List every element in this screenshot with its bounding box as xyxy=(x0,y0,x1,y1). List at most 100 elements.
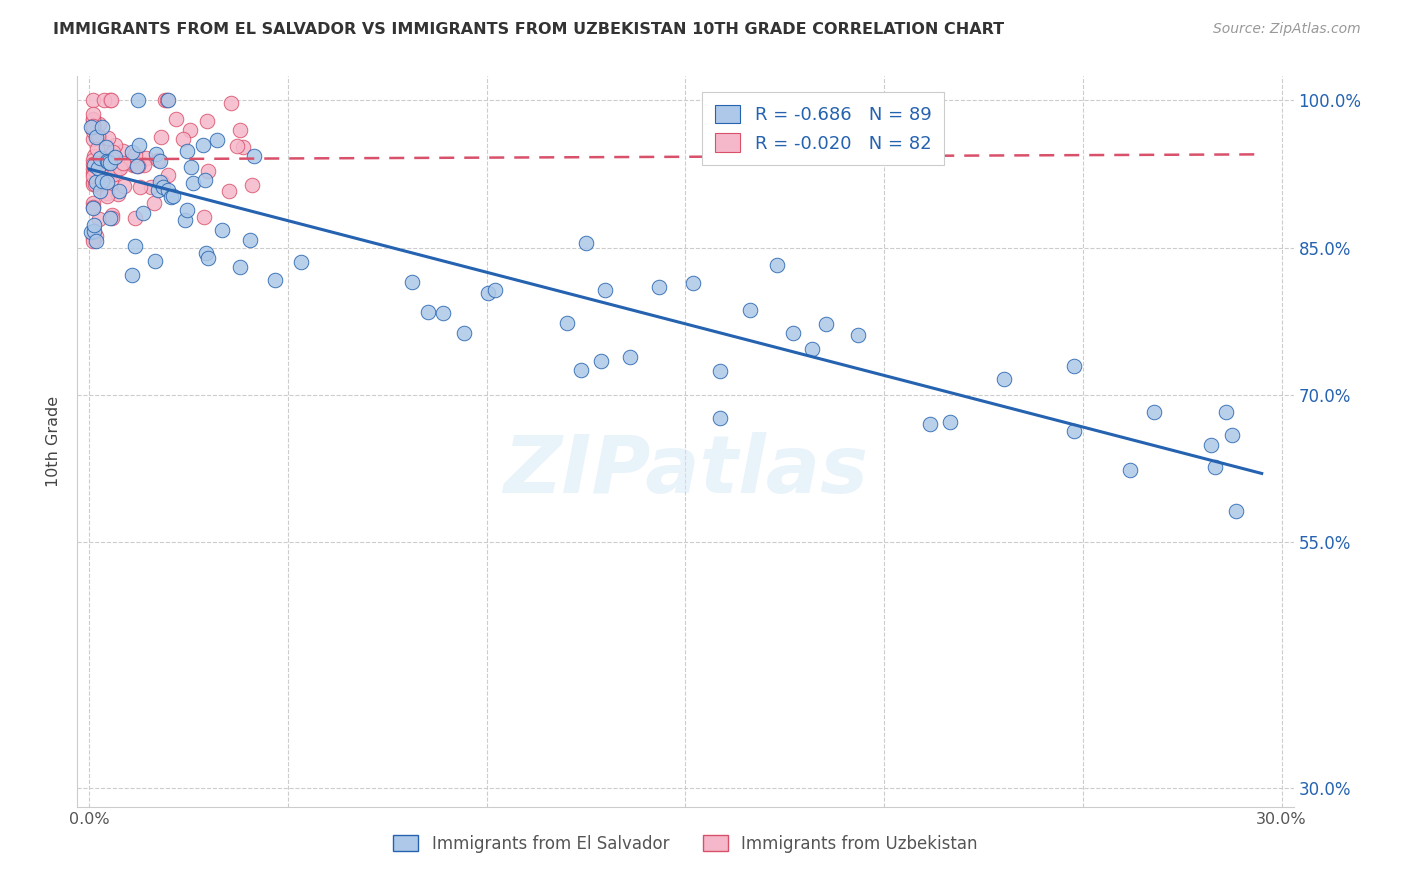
Point xyxy=(1215,405,1237,419)
Point xyxy=(82,231,104,245)
Point xyxy=(83,149,105,163)
Point xyxy=(135,151,157,165)
Point xyxy=(149,175,172,189)
Point xyxy=(82,157,104,171)
Point xyxy=(82,113,104,128)
Point xyxy=(709,410,731,425)
Point xyxy=(191,137,214,152)
Point xyxy=(179,123,201,137)
Point xyxy=(83,218,105,232)
Point xyxy=(111,145,134,159)
Point xyxy=(229,122,252,136)
Point xyxy=(569,362,592,376)
Point xyxy=(111,156,134,170)
Point xyxy=(229,260,252,274)
Point xyxy=(90,180,112,194)
Point xyxy=(98,156,121,170)
Point xyxy=(104,149,127,163)
Point xyxy=(846,327,869,342)
Point xyxy=(127,159,149,173)
Point xyxy=(418,305,440,319)
Point xyxy=(82,166,104,180)
Point xyxy=(174,212,197,227)
Point xyxy=(83,178,105,192)
Point xyxy=(89,117,111,131)
Point xyxy=(145,146,167,161)
Point xyxy=(107,186,129,201)
Point xyxy=(152,179,174,194)
Point xyxy=(240,178,263,192)
Point xyxy=(91,151,114,165)
Point xyxy=(555,316,578,330)
Point xyxy=(132,206,155,220)
Point xyxy=(1118,463,1140,477)
Point xyxy=(108,161,131,175)
Point xyxy=(82,119,104,133)
Point xyxy=(290,255,312,269)
Point xyxy=(993,372,1015,386)
Point xyxy=(141,180,163,194)
Point xyxy=(96,188,118,202)
Point xyxy=(110,161,132,175)
Point xyxy=(146,183,169,197)
Point xyxy=(766,258,789,272)
Point xyxy=(263,273,285,287)
Point xyxy=(104,138,127,153)
Point xyxy=(80,120,103,135)
Point xyxy=(96,151,118,165)
Point xyxy=(477,285,499,300)
Point xyxy=(484,283,506,297)
Point xyxy=(82,175,104,189)
Point xyxy=(124,148,146,162)
Point xyxy=(1063,359,1085,374)
Point xyxy=(180,161,202,175)
Point xyxy=(172,132,194,146)
Point xyxy=(243,149,266,163)
Point xyxy=(93,94,115,108)
Point xyxy=(89,184,111,198)
Point xyxy=(129,180,152,194)
Point xyxy=(84,130,107,145)
Point xyxy=(90,120,112,134)
Point xyxy=(84,175,107,189)
Point xyxy=(194,245,217,260)
Point xyxy=(193,173,215,187)
Point xyxy=(82,234,104,248)
Point xyxy=(91,174,114,188)
Point xyxy=(82,119,104,133)
Point xyxy=(150,175,173,189)
Point xyxy=(82,202,104,216)
Point xyxy=(127,159,149,173)
Point xyxy=(239,233,262,247)
Point xyxy=(1220,428,1243,442)
Point xyxy=(103,145,125,159)
Point xyxy=(149,154,172,169)
Point xyxy=(124,239,146,253)
Point xyxy=(86,168,108,182)
Point xyxy=(197,252,219,266)
Point xyxy=(218,185,240,199)
Point xyxy=(84,228,107,243)
Point xyxy=(401,275,423,289)
Point xyxy=(82,177,104,191)
Point xyxy=(96,169,118,184)
Point xyxy=(82,153,104,168)
Point xyxy=(142,195,165,210)
Point xyxy=(162,189,184,203)
Point xyxy=(181,176,204,190)
Point xyxy=(738,302,761,317)
Point xyxy=(87,128,110,143)
Point xyxy=(82,112,104,126)
Point xyxy=(100,94,122,108)
Point xyxy=(87,212,110,227)
Point xyxy=(96,186,118,201)
Text: Source: ZipAtlas.com: Source: ZipAtlas.com xyxy=(1213,22,1361,37)
Point xyxy=(156,94,179,108)
Point xyxy=(682,277,704,291)
Point xyxy=(94,145,117,160)
Point xyxy=(591,353,613,368)
Text: IMMIGRANTS FROM EL SALVADOR VS IMMIGRANTS FROM UZBEKISTAN 10TH GRADE CORRELATION: IMMIGRANTS FROM EL SALVADOR VS IMMIGRANT… xyxy=(53,22,1004,37)
Point xyxy=(82,200,104,214)
Point xyxy=(939,415,962,429)
Point xyxy=(97,130,120,145)
